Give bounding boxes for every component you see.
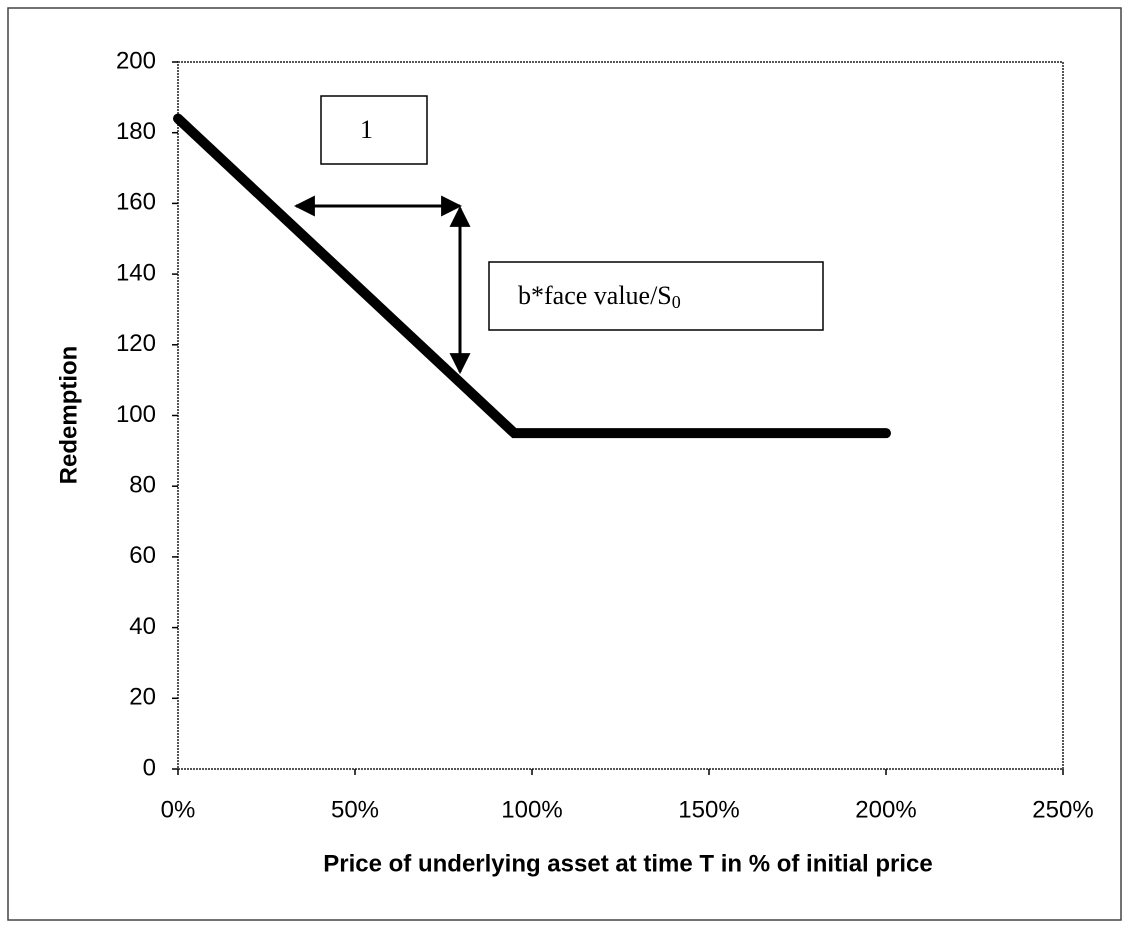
y-tick-label: 0 [143, 754, 156, 781]
x-tick-label: 50% [331, 796, 379, 823]
y-axis-title: Redemption [55, 346, 82, 485]
y-tick-label: 40 [129, 613, 156, 640]
annotation: 1 [360, 115, 373, 144]
x-tick-label: 250% [1032, 796, 1093, 823]
y-tick-label: 20 [129, 684, 156, 711]
y-tick-label: 160 [116, 189, 156, 216]
annotation: b*face value/S0 [518, 281, 681, 312]
y-tick-label: 120 [116, 330, 156, 357]
annotation-box [488, 261, 824, 331]
x-tick-label: 200% [855, 796, 916, 823]
y-tick-label: 140 [116, 259, 156, 286]
x-tick-label: 150% [678, 796, 739, 823]
x-tick-label: 100% [501, 796, 562, 823]
plot-area [177, 61, 1064, 770]
annotation-box [320, 95, 428, 165]
x-axis-title: Price of underlying asset at time T in %… [323, 850, 932, 877]
y-tick-label: 100 [116, 401, 156, 428]
y-tick-label: 180 [116, 118, 156, 145]
y-tick-label: 200 [116, 47, 156, 74]
y-tick-label: 80 [129, 472, 156, 499]
frame [7, 7, 1122, 921]
x-tick-label: 0% [161, 796, 196, 823]
y-tick-label: 60 [129, 542, 156, 569]
line [173, 113, 891, 439]
